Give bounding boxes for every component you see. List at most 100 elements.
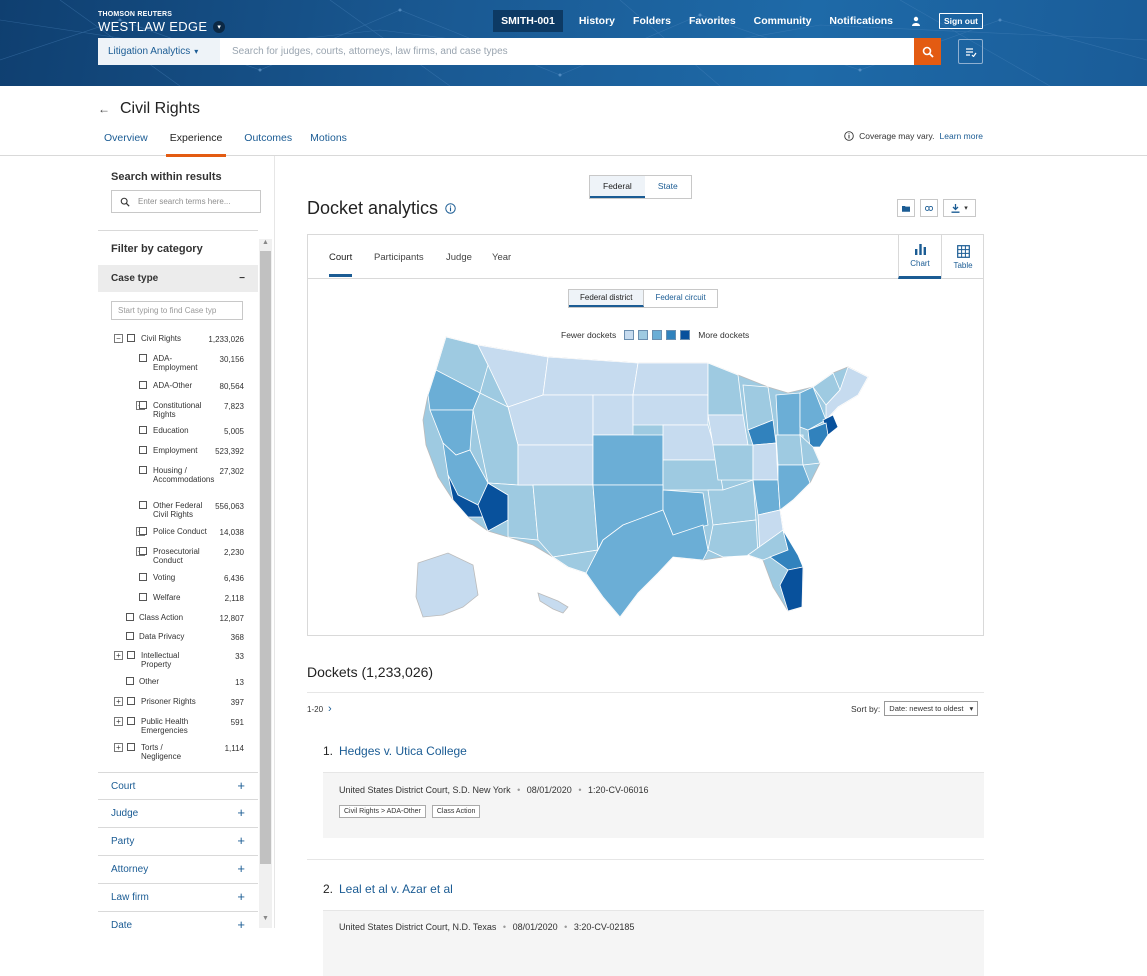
expand-icon[interactable]: + [237,833,245,848]
expand-icon[interactable]: + [237,889,245,904]
tree-item[interactable]: ADA-Employment 30,156 [98,354,244,372]
filter-checkbox[interactable] [127,717,135,725]
chart-view-button[interactable]: Chart [898,235,941,279]
district-region[interactable] [707,479,757,526]
expand-icon[interactable]: + [114,697,123,706]
result-title-link[interactable]: Hedges v. Utica College [339,744,467,758]
district-region[interactable] [752,442,779,481]
district-region[interactable] [799,386,827,431]
expand-icon[interactable]: + [237,805,245,820]
district-region[interactable] [592,434,664,486]
search-scope-select[interactable]: Litigation Analytics ▾ [98,38,220,65]
district-region[interactable] [507,394,594,446]
tree-item[interactable]: Voting 6,436 [98,573,244,591]
district-region[interactable] [775,392,801,436]
tree-item[interactable]: Housing / Accommodations 27,302 [98,466,244,484]
nav-favorites[interactable]: Favorites [688,14,736,27]
tree-item[interactable]: ADA-Other 80,564 [98,381,244,399]
result-title-link[interactable]: Leal et al v. Azar et al [339,882,453,896]
toggle-federal-district[interactable]: Federal district [569,290,645,307]
tab-judge[interactable]: Judge [446,252,472,263]
filter-checkbox[interactable] [139,446,147,454]
tree-item[interactable]: Class Action 12,807 [98,613,244,631]
search-within-input[interactable] [138,197,248,206]
learn-more-link[interactable]: Learn more [939,131,983,141]
tree-item[interactable]: Employment 523,392 [98,446,244,464]
filter-checkbox[interactable] [139,527,147,535]
nav-history[interactable]: History [578,14,616,27]
toggle-federal-circuit[interactable]: Federal circuit [655,293,706,302]
client-id-button[interactable]: SMITH-001 [493,9,563,32]
district-region[interactable] [775,434,804,466]
scroll-up-icon[interactable]: ▲ [262,239,269,246]
district-region[interactable] [707,362,744,416]
scroll-down-icon[interactable]: ▼ [262,915,269,922]
expand-icon[interactable]: + [237,861,245,876]
filter-checkbox[interactable] [139,501,147,509]
tree-item[interactable]: Other 13 [98,677,244,695]
filter-checkbox[interactable] [139,381,147,389]
table-view-button[interactable]: Table [941,235,984,279]
tab-motions[interactable]: Motions [310,132,347,144]
filter-checkbox[interactable] [139,573,147,581]
case-type-section-header[interactable]: Case type − [98,265,258,292]
tree-item[interactable]: Data Privacy 368 [98,632,244,650]
download-button[interactable]: ▾ [943,199,976,217]
filter-checkbox[interactable] [126,632,134,640]
district-region[interactable] [707,414,749,446]
nav-folders[interactable]: Folders [633,14,671,27]
folder-button[interactable] [897,199,915,217]
expand-icon[interactable]: + [114,743,123,752]
filter-checkbox[interactable] [139,354,147,362]
district-alaska[interactable] [415,552,479,618]
filter-checkbox[interactable] [126,613,134,621]
collapse-icon[interactable]: − [114,334,123,343]
district-region[interactable] [777,464,811,511]
tree-item[interactable]: Education 5,005 [98,426,244,444]
category-judge[interactable]: Judge + [98,799,258,827]
district-region[interactable] [585,509,709,618]
filter-checkbox[interactable] [127,743,135,751]
district-region[interactable] [662,424,719,461]
sort-select[interactable]: Date: newest to oldest ▾ [884,701,979,716]
district-region[interactable] [799,433,821,466]
category-law-firm[interactable]: Law firm + [98,883,258,911]
filter-checkbox[interactable] [139,547,147,555]
district-region[interactable] [551,539,604,574]
category-attorney[interactable]: Attorney + [98,855,258,883]
us-district-map[interactable] [408,335,878,625]
district-region[interactable] [542,356,639,396]
category-court[interactable]: Court + [98,772,258,800]
district-region[interactable] [632,362,709,396]
tab-outcomes[interactable]: Outcomes [244,132,293,144]
category-date[interactable]: Date + [98,911,258,928]
scrollbar-thumb[interactable] [260,251,271,864]
tree-item[interactable]: + Intellectual Property 33 [98,651,244,669]
sidebar-scrollbar[interactable]: ▲ ▼ [259,239,272,928]
tab-year[interactable]: Year [492,252,512,263]
district-region[interactable] [517,444,594,486]
tree-item[interactable]: + Public Health Emergencies 591 [98,717,244,735]
district-region[interactable] [592,394,634,436]
chevron-right-icon[interactable]: › [328,703,332,715]
filter-checkbox[interactable] [139,426,147,434]
info-icon[interactable] [445,203,456,214]
filter-checkbox[interactable] [139,401,147,409]
category-party[interactable]: Party + [98,827,258,855]
filter-checkbox[interactable] [127,334,135,342]
tree-item[interactable]: Other Federal Civil Rights 556,063 [98,501,244,519]
brand-logo[interactable]: THOMSON REUTERS WESTLAW EDGE ▾ [98,11,226,34]
district-region[interactable] [779,566,804,612]
expand-icon[interactable]: + [114,651,123,660]
filter-checkbox[interactable] [127,697,135,705]
tab-participants[interactable]: Participants [374,252,424,263]
district-region[interactable] [752,479,781,516]
expand-icon[interactable]: + [114,717,123,726]
search-button[interactable] [914,38,941,65]
tab-experience[interactable]: Experience [165,132,227,157]
expand-icon[interactable]: + [237,778,245,793]
district-region[interactable] [712,444,754,481]
district-region[interactable] [707,519,759,558]
